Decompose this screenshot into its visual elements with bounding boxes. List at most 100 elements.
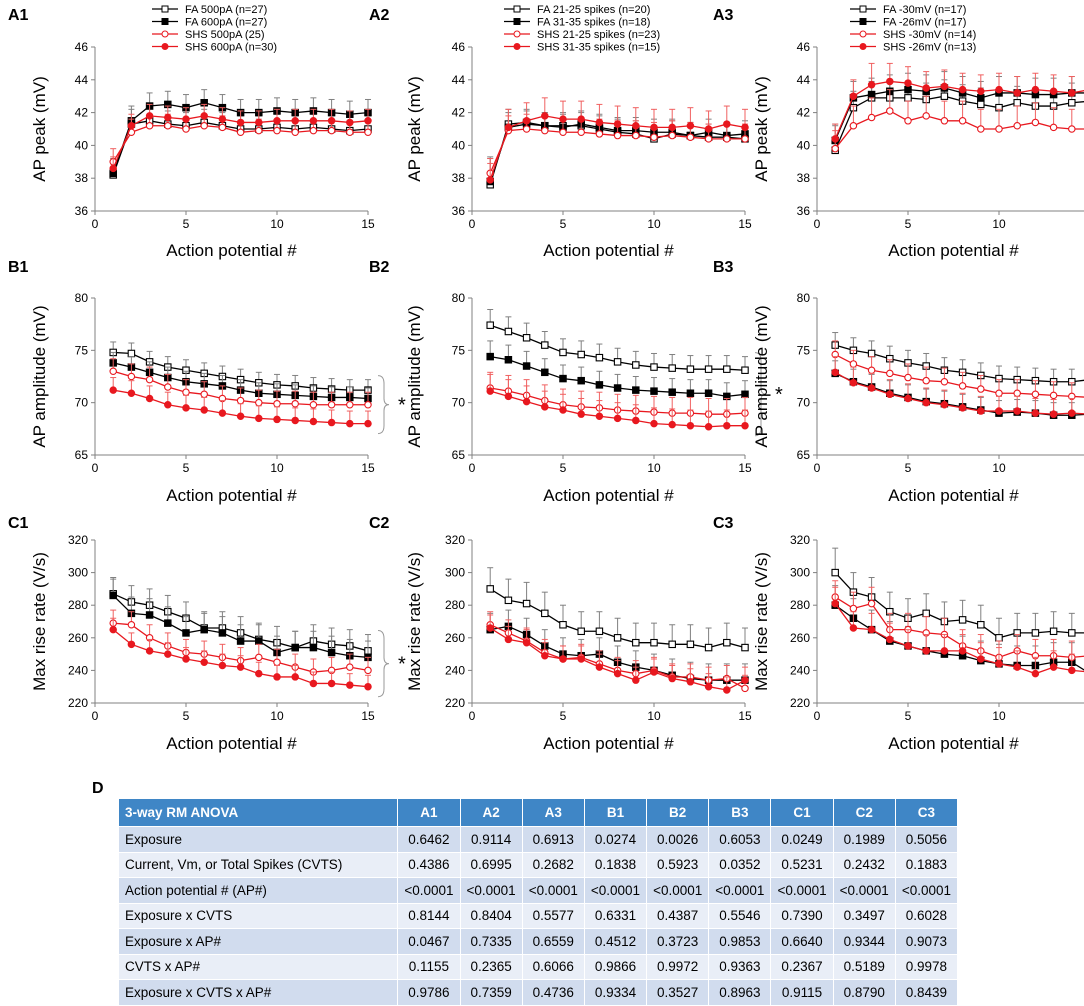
data-point (504, 392, 513, 401)
data-point (686, 121, 695, 130)
data-point (650, 668, 658, 676)
data-point (849, 360, 858, 368)
y-tick-label: 65 (75, 448, 89, 462)
data-point (704, 135, 713, 143)
data-point (504, 596, 513, 605)
data-point (577, 350, 585, 359)
data-point (291, 643, 299, 652)
data-point (867, 90, 876, 99)
data-point (1068, 89, 1076, 97)
data-point (940, 647, 949, 655)
y-tick-label: 44 (797, 73, 811, 87)
y-tick-label: 220 (790, 696, 810, 710)
data-point (182, 115, 190, 123)
data-point (1049, 391, 1058, 400)
data-point (346, 118, 354, 127)
data-point (522, 125, 531, 133)
y-tick-label: 320 (790, 533, 810, 547)
table-row: Action potential # (AP#) <0.0001 <0.0001 <0… (117, 877, 959, 904)
series-fa-open (831, 332, 1084, 386)
data-point (273, 415, 281, 424)
legend: FA 21-25 spikes (n=20)FA 31-35 spikes (n… (504, 4, 660, 54)
data-point (273, 126, 281, 135)
data-point (182, 125, 190, 133)
p-value-cell: <0.0001 (583, 877, 648, 904)
p-value-cell: 0.5056 (894, 826, 959, 853)
significance-marker: * (398, 395, 406, 417)
data-point (867, 625, 876, 634)
data-point (904, 373, 912, 382)
y-tick-label: 240 (790, 663, 810, 677)
data-point (145, 647, 154, 655)
y-tick-label: 36 (797, 204, 811, 218)
series-fa-filled (486, 340, 749, 401)
data-point (704, 365, 713, 373)
data-point (522, 362, 531, 370)
legend-marker (859, 30, 867, 38)
significance-marker: * (398, 654, 406, 676)
p-value-cell: 0.6462 (397, 826, 461, 853)
data-point (182, 655, 190, 663)
series-shs-filled (486, 614, 749, 694)
y-tick-label: 44 (452, 73, 466, 87)
x-tick-label: 5 (905, 461, 912, 475)
series-fa-open (486, 309, 749, 374)
p-value-cell: 0.9334 (583, 979, 648, 1006)
y-tick-label: 46 (452, 40, 466, 54)
data-point (867, 80, 876, 89)
data-point (613, 634, 622, 642)
data-point (522, 334, 531, 342)
y-tick-label: 320 (68, 533, 88, 547)
legend-label: SHS 500pA (25) (185, 29, 265, 41)
y-tick-label: 240 (68, 663, 88, 677)
p-value-cell: <0.0001 (459, 877, 523, 904)
data-point (109, 625, 117, 634)
y-tick-label: 80 (797, 291, 811, 305)
data-point (940, 377, 949, 386)
data-point (995, 125, 1003, 133)
x-tick-label: 10 (647, 461, 661, 475)
data-point (632, 121, 640, 130)
y-tick-label: 40 (75, 138, 89, 152)
data-point (309, 679, 318, 688)
p-value-cell: <0.0001 (894, 877, 959, 904)
data-point (723, 638, 731, 647)
data-point (1031, 669, 1040, 678)
data-point (849, 624, 858, 632)
p-value-cell: 0.9115 (770, 979, 834, 1006)
p-value-cell: 0.9972 (646, 953, 710, 980)
data-point (849, 121, 858, 130)
data-point (595, 627, 604, 636)
x-axis-label: Action potential # (888, 734, 1019, 753)
data-point (327, 117, 336, 125)
legend-marker (859, 18, 867, 25)
data-point (559, 374, 567, 383)
data-point (327, 401, 336, 409)
data-point (595, 381, 604, 389)
data-point (940, 117, 949, 125)
data-point (486, 352, 494, 361)
data-point (1031, 85, 1040, 94)
p-value-cell: <0.0001 (397, 877, 461, 904)
y-axis-label: Max rise rate (V/s) (405, 552, 424, 691)
row-label: Exposure x AP# (117, 928, 399, 955)
y-tick-label: 300 (68, 566, 88, 580)
y-axis-label: AP peak (mV) (405, 76, 424, 182)
p-value-cell: 0.0249 (770, 826, 834, 853)
data-point (577, 410, 585, 418)
legend-marker (513, 43, 521, 50)
p-value-cell: 0.8144 (397, 902, 461, 929)
data-point (486, 176, 494, 184)
series-shs-filled (831, 62, 1084, 143)
data-point (632, 131, 640, 140)
legend-label: SHS 600pA (n=30) (185, 42, 277, 54)
data-point (668, 123, 676, 132)
panel-label: C2 (369, 515, 390, 532)
x-axis-label: Action potential # (888, 486, 1019, 505)
y-tick-label: 220 (68, 696, 88, 710)
series-shs-filled (109, 617, 372, 691)
p-value-cell: 0.9344 (832, 928, 896, 955)
x-axis-label: Action potential # (888, 241, 1019, 260)
data-point (504, 327, 513, 336)
data-point (686, 640, 695, 649)
